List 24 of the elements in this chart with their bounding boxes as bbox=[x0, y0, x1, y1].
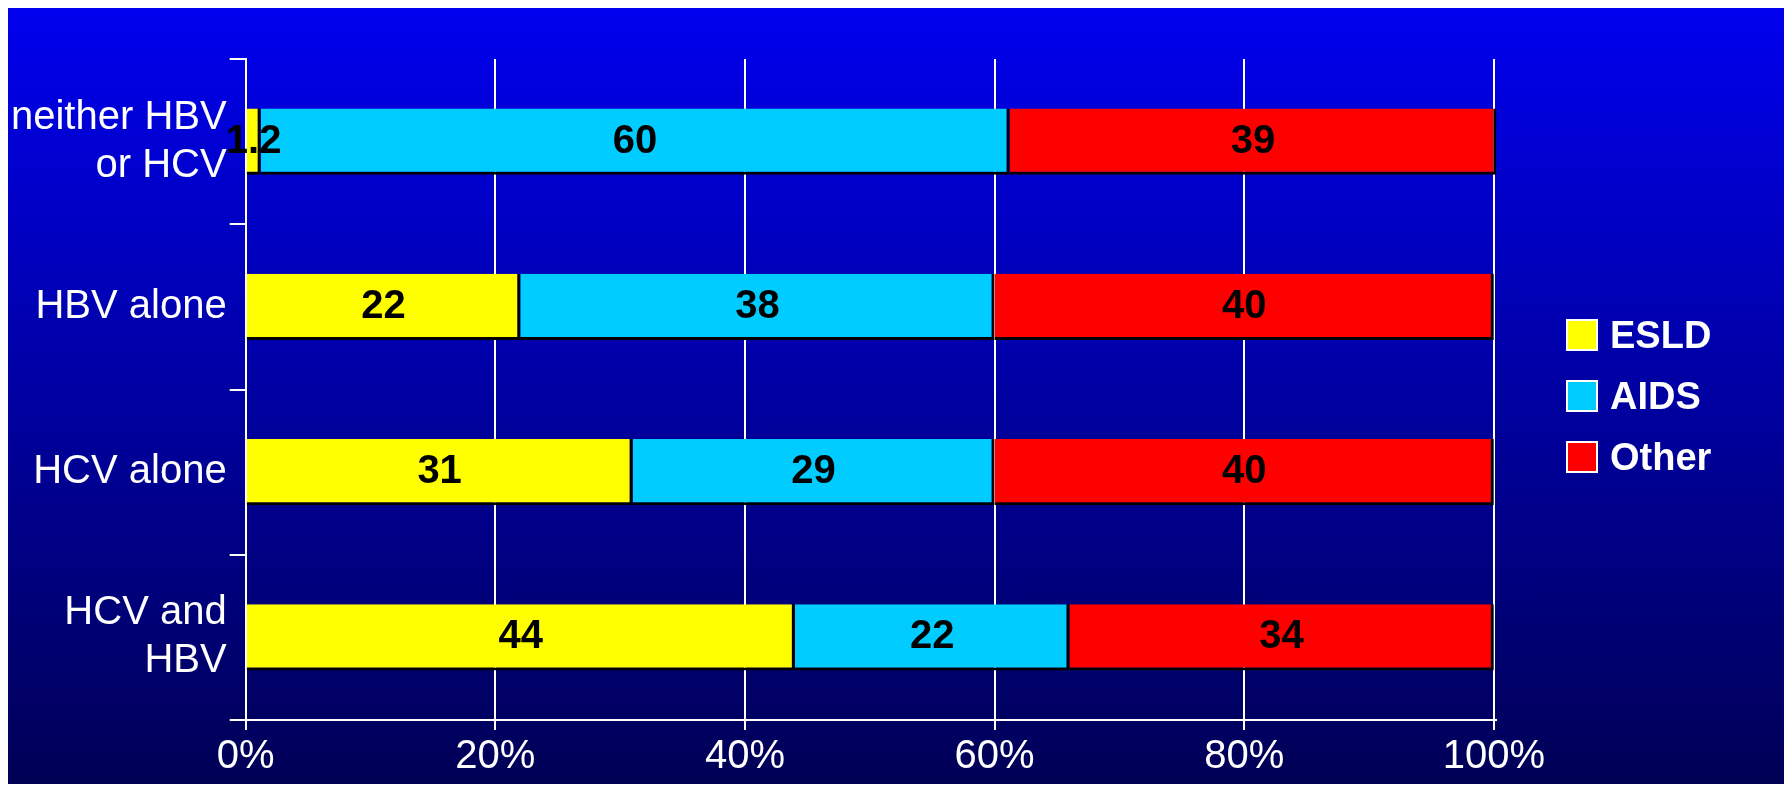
x-tick-label: 100% bbox=[1442, 732, 1545, 777]
x-tick-label: 20% bbox=[455, 732, 536, 777]
data-label: 39 bbox=[1230, 116, 1276, 161]
data-label: 34 bbox=[1259, 612, 1305, 657]
x-tick-label: 0% bbox=[216, 732, 275, 777]
legend-label: Other bbox=[1610, 435, 1712, 479]
y-tick-label: HBV alone bbox=[35, 281, 227, 326]
data-label: 31 bbox=[417, 447, 462, 492]
data-label: 40 bbox=[1221, 447, 1267, 492]
y-tick-label: neither HBV or HCV bbox=[10, 92, 227, 185]
legend-label: AIDS bbox=[1610, 374, 1701, 418]
x-tick-label: 60% bbox=[954, 732, 1035, 777]
x-tick-label: 80% bbox=[1204, 732, 1285, 777]
legend-label: ESLD bbox=[1610, 313, 1712, 357]
y-tick-label: HCV and HBV bbox=[64, 588, 227, 681]
data-label: 44 bbox=[498, 612, 544, 657]
x-tick-label: 40% bbox=[704, 732, 785, 777]
data-label: 29 bbox=[791, 447, 836, 492]
data-label: 22 bbox=[909, 612, 955, 657]
data-label: 40 bbox=[1221, 281, 1267, 326]
y-tick-label: HCV alone bbox=[33, 447, 227, 492]
data-label: 22 bbox=[361, 281, 406, 326]
data-label: 60 bbox=[612, 116, 658, 161]
data-label: 38 bbox=[735, 281, 780, 326]
